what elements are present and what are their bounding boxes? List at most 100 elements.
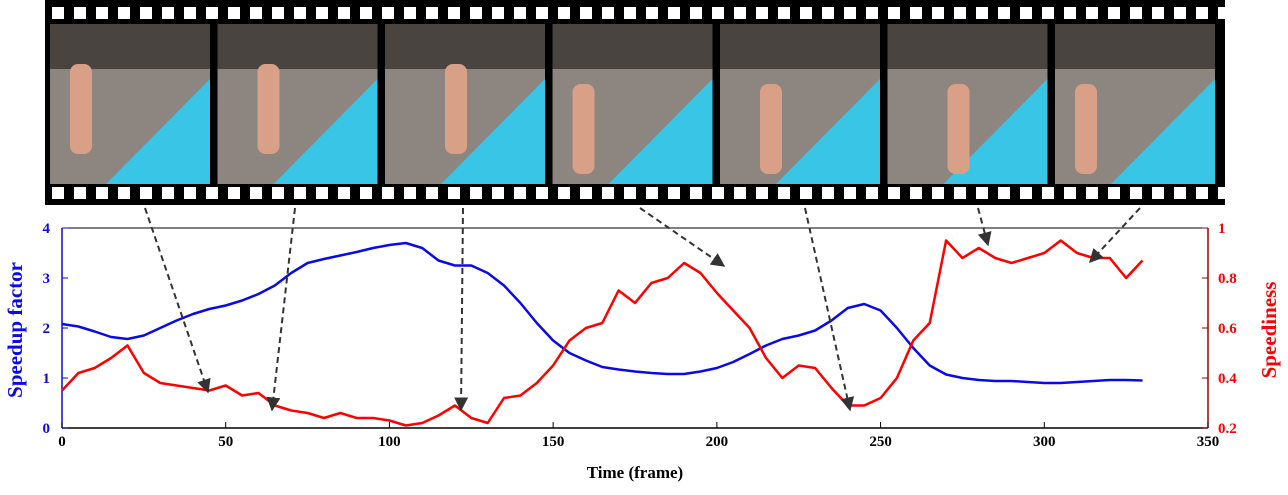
sprocket xyxy=(470,187,482,199)
sprocket xyxy=(602,187,614,199)
sprocket xyxy=(1042,7,1054,19)
frame xyxy=(50,24,210,184)
sprocket xyxy=(602,7,614,19)
sprocket xyxy=(162,7,174,19)
sprocket xyxy=(998,187,1010,199)
y-axis-label: Speedup factor xyxy=(3,262,27,398)
frame xyxy=(552,24,713,184)
sprocket xyxy=(756,187,768,199)
sprocket xyxy=(888,187,900,199)
frame-pool xyxy=(441,79,545,184)
sprocket xyxy=(382,187,394,199)
sprocket xyxy=(294,187,306,199)
film-strip xyxy=(45,0,1230,205)
sprocket xyxy=(976,187,988,199)
sprocket xyxy=(338,7,350,19)
sprocket xyxy=(844,7,856,19)
x-tick-label: 50 xyxy=(218,434,233,450)
sprocket xyxy=(514,187,526,199)
sprocket xyxy=(536,187,548,199)
sprocket xyxy=(250,7,262,19)
sprocket xyxy=(580,187,592,199)
sprocket xyxy=(1064,7,1076,19)
sprocket xyxy=(910,187,922,199)
sprocket xyxy=(778,187,790,199)
x-tick-label: 200 xyxy=(706,434,729,450)
sprocket xyxy=(1196,7,1208,19)
sprocket xyxy=(624,7,636,19)
sprocket xyxy=(1020,187,1032,199)
y-tick-label: 1 xyxy=(43,371,51,387)
sprocket xyxy=(184,7,196,19)
sprocket xyxy=(558,7,570,19)
sprocket xyxy=(404,187,416,199)
frame-fence xyxy=(552,24,713,69)
frame xyxy=(720,24,880,184)
sprocket xyxy=(1218,187,1230,199)
frame xyxy=(385,24,545,184)
sprocket xyxy=(690,187,702,199)
sprocket xyxy=(734,187,746,199)
sprocket xyxy=(448,187,460,199)
y2-tick-label: 0.4 xyxy=(1218,371,1237,387)
x-tick-label: 300 xyxy=(1033,434,1056,450)
sprocket xyxy=(96,187,108,199)
sprocket xyxy=(140,187,152,199)
frame-pool xyxy=(106,79,210,184)
sprocket xyxy=(580,7,592,19)
frame-pool xyxy=(608,79,713,184)
sprocket xyxy=(712,7,724,19)
sprocket xyxy=(228,7,240,19)
sprocket xyxy=(1218,7,1230,19)
frame-fence xyxy=(887,24,1048,69)
sprocket xyxy=(932,187,944,199)
sprocket xyxy=(646,7,658,19)
arrow xyxy=(639,207,726,267)
y2-tick-label: 0.6 xyxy=(1218,321,1237,337)
frame-pool xyxy=(273,79,378,184)
series-line xyxy=(61,241,1143,385)
sprocket xyxy=(316,187,328,199)
sprocket xyxy=(932,7,944,19)
frame-fence xyxy=(385,24,545,69)
y-tick-label: 0 xyxy=(43,421,51,437)
sprocket xyxy=(492,187,504,199)
sprocket xyxy=(206,187,218,199)
series-line xyxy=(61,239,1144,427)
sprocket xyxy=(1086,187,1098,199)
y2-tick-label: 1 xyxy=(1218,221,1226,237)
sprocket xyxy=(668,7,680,19)
frame xyxy=(217,24,378,184)
frame-pool xyxy=(776,79,880,184)
sprocket xyxy=(52,7,64,19)
sprocket xyxy=(360,7,372,19)
sprocket xyxy=(1020,7,1032,19)
arrow xyxy=(454,207,469,412)
y2-axis-label: Speediness xyxy=(1257,282,1281,379)
sprocket xyxy=(52,187,64,199)
sprocket xyxy=(1130,7,1142,19)
frame-child xyxy=(70,64,92,154)
frame xyxy=(1055,24,1215,184)
sprocket xyxy=(1108,187,1120,199)
sprocket xyxy=(74,187,86,199)
sprocket xyxy=(690,7,702,19)
sprocket xyxy=(1042,187,1054,199)
sprocket xyxy=(558,187,570,199)
sprocket xyxy=(536,7,548,19)
sprocket xyxy=(1152,187,1164,199)
frame-child xyxy=(760,84,782,174)
sprocket xyxy=(646,187,658,199)
sprocket xyxy=(800,187,812,199)
sprocket xyxy=(272,187,284,199)
frame-child xyxy=(1075,84,1097,174)
arrow xyxy=(1089,207,1141,264)
x-tick-label: 250 xyxy=(869,434,892,450)
y-tick-label: 2 xyxy=(43,321,51,337)
sprocket xyxy=(866,187,878,199)
sprocket xyxy=(74,7,86,19)
sprocket xyxy=(162,187,174,199)
x-tick-label: 100 xyxy=(378,434,401,450)
sprocket xyxy=(1130,187,1142,199)
